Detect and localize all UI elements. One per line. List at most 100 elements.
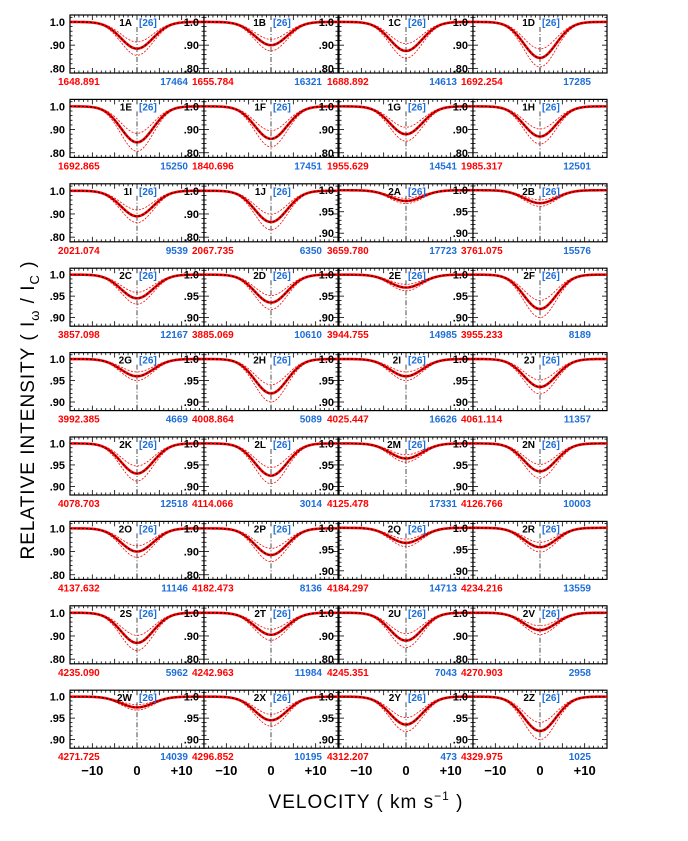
observed-profile xyxy=(338,612,474,642)
panel-wavelength: 4235.090 xyxy=(58,668,100,679)
panel-wavelength: 4270.903 xyxy=(461,668,503,679)
panel-number: 10610 xyxy=(294,330,322,341)
y-tick-label: .80 xyxy=(319,148,334,160)
y-tick-label: 1.0 xyxy=(50,692,65,704)
y-axis-title-sub1: ω xyxy=(27,310,42,321)
panel-number: 8189 xyxy=(569,330,592,341)
panel-bracket-value: [26] xyxy=(273,102,291,113)
observed-profile xyxy=(339,189,473,202)
x-tick-label: 0 xyxy=(536,763,543,778)
observed-profile xyxy=(338,21,474,52)
y-tick-label: 1.0 xyxy=(50,438,65,450)
y-tick-label: 1.0 xyxy=(319,692,334,704)
y-tick-label: .90 xyxy=(50,209,65,221)
y-tick-label: .90 xyxy=(453,566,468,578)
y-tick-label: 1.0 xyxy=(50,354,65,366)
panel-number: 2958 xyxy=(569,668,592,679)
y-tick-label: .90 xyxy=(453,40,468,52)
model-profile xyxy=(473,611,607,632)
panel-2V: 1.0 .90 .80 2V [26] 4270.903 2958 xyxy=(453,605,608,679)
model-profile xyxy=(69,189,205,218)
panel-label: 2H xyxy=(253,356,266,367)
y-tick-label: .95 xyxy=(453,207,468,219)
y-tick-label: .90 xyxy=(184,125,199,137)
panel-wavelength: 1985.317 xyxy=(461,161,503,172)
x-tick-label: 0 xyxy=(402,763,409,778)
y-tick-label: 1.0 xyxy=(319,608,334,620)
y-tick-label: 1.0 xyxy=(184,354,199,366)
y-tick-label: .90 xyxy=(453,397,468,409)
panel-number: 14713 xyxy=(429,583,457,594)
y-tick-label: .95 xyxy=(453,460,468,472)
y-tick-label: 1.0 xyxy=(453,438,468,450)
panel-bracket-value: [26] xyxy=(139,524,157,535)
panel-bracket-value: [26] xyxy=(542,18,560,29)
panel-1F: 1.0 .90 .80 1F [26] 1840.696 17451 xyxy=(184,98,339,172)
observed-profile xyxy=(473,696,607,732)
panel-bracket-value: [26] xyxy=(139,693,157,704)
y-tick-label: .80 xyxy=(50,148,65,160)
panel-label: 2M xyxy=(387,440,401,451)
panel-2M: 1.0 .95 .90 2M [26] 4125.478 17331 xyxy=(319,436,474,510)
panel-2C: 1.0 .95 .90 2C [26] 3857.098 12167 xyxy=(50,267,205,341)
panel-2L: 1.0 .95 .90 2L [26] 4114.066 3014 xyxy=(184,436,339,510)
panel-label: 2K xyxy=(119,440,133,451)
y-tick-label: .90 xyxy=(50,397,65,409)
y-tick-label: .95 xyxy=(453,291,468,303)
y-tick-label: 1.0 xyxy=(50,608,65,620)
panel-bracket-value: [26] xyxy=(542,187,560,198)
panel-1I: 1.0 .90 .80 1I [26] 2021.074 9539 xyxy=(50,183,205,257)
panel-2A: 1.0 .95 .90 2A [26] 3659.780 17723 xyxy=(319,183,474,257)
y-tick-label: .90 xyxy=(184,313,199,325)
y-tick-label: .90 xyxy=(184,547,199,559)
panel-wavelength: 4061.114 xyxy=(461,415,503,426)
y-tick-label: .95 xyxy=(319,291,334,303)
panel-label: 2R xyxy=(522,524,536,535)
y-tick-label: .90 xyxy=(50,125,65,137)
y-tick-label: 1.0 xyxy=(50,17,65,29)
panel-label: 2F xyxy=(523,271,535,282)
y-tick-label: .80 xyxy=(184,63,199,75)
panel-label: 2N xyxy=(522,440,535,451)
observed-profile xyxy=(204,274,338,304)
y-tick-label: .80 xyxy=(319,654,334,666)
y-tick-label: 1.0 xyxy=(50,523,65,535)
panel-wavelength: 4184.297 xyxy=(327,583,369,594)
observed-profile xyxy=(339,696,473,726)
observed-profile xyxy=(338,105,474,135)
panel-number: 14541 xyxy=(429,161,457,172)
panel-bracket-value: [26] xyxy=(542,271,560,282)
panel-2I: 1.0 .95 .90 2I [26] 4025.447 16626 xyxy=(319,352,474,426)
y-tick-label: 1.0 xyxy=(453,185,468,197)
panel-2D: 1.0 .95 .90 2D [26] 3885.069 10610 xyxy=(184,267,339,341)
observed-profile xyxy=(204,358,338,394)
panel-1B: 1.0 .90 .80 1B [26] 1655.784 16321 xyxy=(184,14,339,88)
x-axis-title-main: VELOCITY ( km s xyxy=(269,792,435,813)
panel-label: 2A xyxy=(388,187,401,198)
model-profile xyxy=(70,357,204,378)
y-tick-label: .80 xyxy=(319,63,334,75)
panel-1H: 1.0 .90 .80 1H [26] 1985.317 12501 xyxy=(453,98,608,172)
y-tick-label: .80 xyxy=(184,148,199,160)
panel-wavelength: 4008.864 xyxy=(192,415,234,426)
y-tick-label: .95 xyxy=(184,376,199,388)
y-tick-label: 1.0 xyxy=(319,523,334,535)
panel-2J: 1.0 .95 .90 2J [26] 4061.114 11357 xyxy=(453,352,608,426)
y-tick-label: .90 xyxy=(319,40,334,52)
y-tick-label: .80 xyxy=(453,148,468,160)
panel-label: 2S xyxy=(120,609,133,620)
panel-wavelength: 3885.069 xyxy=(192,330,234,341)
y-tick-label: 1.0 xyxy=(453,270,468,282)
x-tick-label: +10 xyxy=(440,763,462,778)
panel-2X: 1.0 .95 .90 2X [26] 4296.852 10195 xyxy=(184,689,339,763)
y-tick-label: .95 xyxy=(50,376,65,388)
y-tick-label: 1.0 xyxy=(453,101,468,113)
panel-2E: 1.0 .95 .90 2E [26] 3944.755 14985 xyxy=(319,267,474,341)
panel-bracket-value: [26] xyxy=(542,440,560,451)
y-tick-label: 1.0 xyxy=(50,270,65,282)
y-tick-label: .90 xyxy=(319,481,334,493)
y-tick-label: 1.0 xyxy=(184,523,199,535)
panel-bracket-value: [26] xyxy=(139,356,157,367)
y-tick-label: 1.0 xyxy=(453,17,468,29)
observed-profile xyxy=(203,21,339,46)
